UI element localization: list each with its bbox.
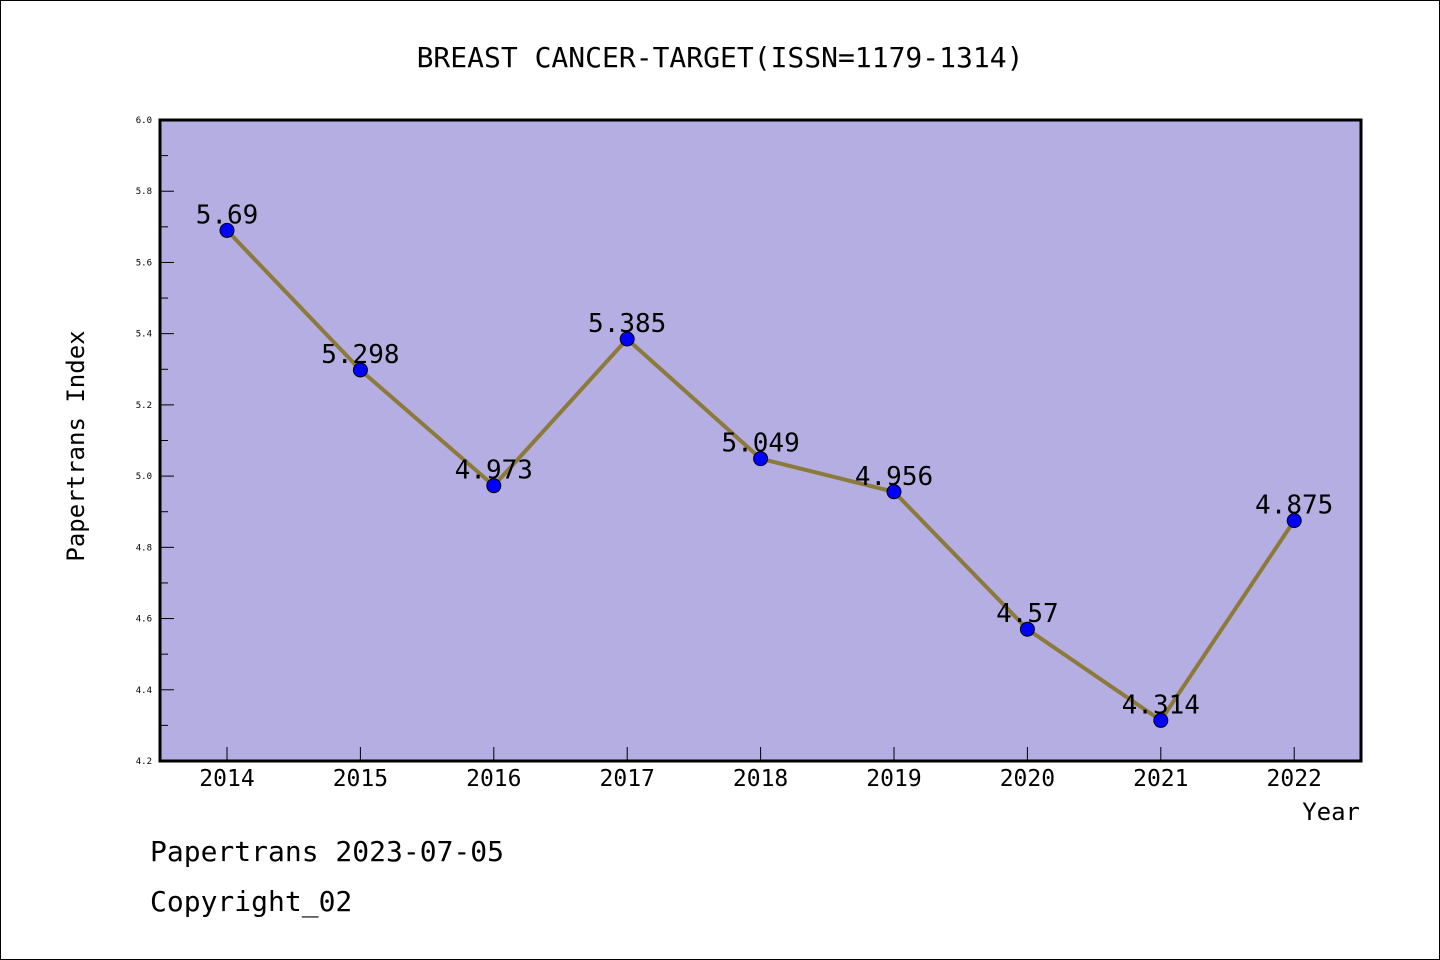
chart-title: BREAST CANCER-TARGET(ISSN=1179-1314) bbox=[417, 41, 1024, 74]
x-tick-label: 2014 bbox=[199, 766, 254, 792]
y-tick-label: 5.4 bbox=[136, 330, 152, 340]
y-tick-label: 4.6 bbox=[136, 615, 152, 625]
data-points bbox=[219, 222, 1302, 728]
data-label: 4.973 bbox=[455, 456, 533, 486]
data-point bbox=[219, 222, 235, 238]
data-point bbox=[753, 451, 769, 467]
x-tick-label: 2019 bbox=[866, 766, 921, 792]
data-point bbox=[1286, 513, 1302, 529]
x-tick-label: 2015 bbox=[333, 766, 388, 792]
plot-area bbox=[158, 118, 1363, 763]
data-label: 4.875 bbox=[1255, 491, 1333, 521]
x-tick-label: 2018 bbox=[733, 766, 788, 792]
y-tick-label: 6.0 bbox=[136, 116, 152, 126]
data-label: 4.314 bbox=[1122, 690, 1200, 720]
y-tick-label: 4.8 bbox=[136, 543, 152, 553]
y-tick-label: 5.6 bbox=[136, 258, 152, 268]
data-point bbox=[1153, 712, 1169, 728]
y-tick-label: 5.2 bbox=[136, 401, 152, 411]
x-tick-label: 2020 bbox=[1000, 766, 1055, 792]
data-label: 5.385 bbox=[588, 309, 666, 339]
x-tick-label: 2022 bbox=[1267, 766, 1322, 792]
data-label: 4.57 bbox=[996, 599, 1059, 629]
x-tick-label: 2017 bbox=[600, 766, 655, 792]
data-label: 5.049 bbox=[721, 429, 799, 459]
y-tick-label: 4.2 bbox=[136, 757, 152, 767]
data-point bbox=[886, 484, 902, 500]
x-axis-label: Year bbox=[1302, 798, 1360, 826]
data-label: 5.69 bbox=[196, 200, 259, 230]
footer-date: Papertrans 2023-07-05 bbox=[150, 835, 505, 868]
data-point bbox=[352, 362, 368, 378]
data-point bbox=[486, 478, 502, 494]
y-tick-label: 5.8 bbox=[136, 187, 152, 197]
x-tick-label: 2016 bbox=[466, 766, 521, 792]
data-label: 4.956 bbox=[855, 462, 933, 492]
footer-copyright: Copyright_02 bbox=[150, 885, 353, 918]
x-tick-label: 2021 bbox=[1133, 766, 1188, 792]
y-axis-label: Papertrans Index bbox=[62, 330, 90, 561]
y-tick-label: 5.0 bbox=[136, 472, 152, 482]
y-axis: 4.2 4.4 4.6 4.8 5.0 5.2 5.4 5.6 5.8 6.0 bbox=[136, 116, 174, 767]
x-axis: 2014 2015 2016 2017 2018 2019 2020 2021 2022 bbox=[199, 747, 1322, 792]
data-label: 5.298 bbox=[321, 340, 399, 370]
data-point bbox=[1019, 621, 1035, 637]
data-labels: 5.69 5.298 4.973 5.385 5.049 4.956 4.57 4.314 4.… bbox=[196, 200, 1334, 720]
y-tick-label: 4.4 bbox=[136, 686, 152, 696]
data-point bbox=[619, 331, 635, 347]
